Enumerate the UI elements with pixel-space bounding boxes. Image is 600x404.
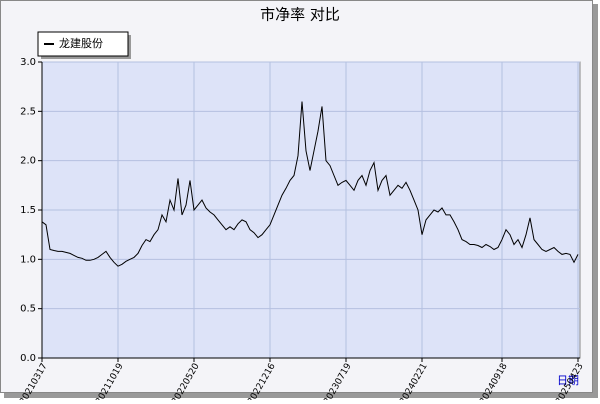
y-tick-label: 0.0	[20, 353, 36, 364]
y-tick-label: 2.0	[20, 156, 36, 167]
y-tick-label: 1.0	[20, 254, 36, 265]
chart-title: 市净率 对比	[260, 6, 340, 24]
shadow	[4, 393, 598, 398]
x-axis-label: 日期	[557, 374, 579, 387]
line	[41, 101, 579, 267]
y-tick-label: 0.5	[20, 304, 36, 315]
shadow	[593, 4, 598, 396]
y-tick-label: 1.5	[20, 205, 36, 216]
y-tick-label: 3.0	[20, 57, 36, 68]
legend-label: 龙建股份	[59, 36, 103, 50]
y-tick-label: 2.5	[20, 106, 36, 117]
